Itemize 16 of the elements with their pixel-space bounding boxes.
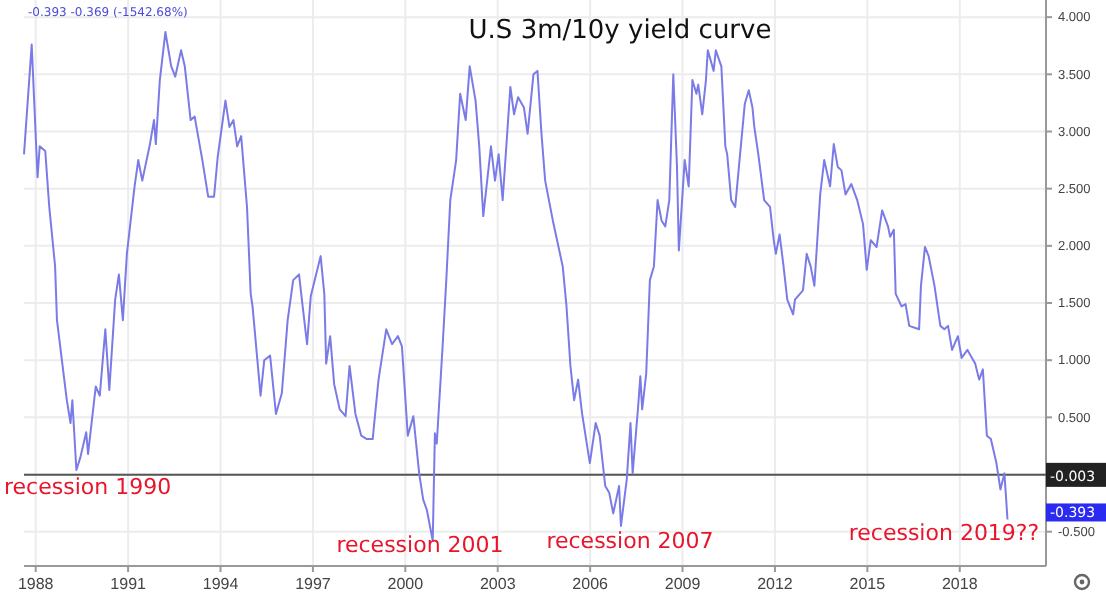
x-tick-label: 1994 (202, 575, 240, 594)
x-tick-label: 2018 (941, 575, 979, 594)
annotation: recession 1990 (4, 474, 172, 500)
annotation: recession 2019?? (848, 520, 1040, 546)
x-tick-label: 2015 (849, 575, 887, 594)
x-tick-label: 2003 (479, 575, 517, 594)
text: U.S 3m/10y yield curve (468, 16, 772, 46)
x-tick-label: 1991 (110, 575, 148, 594)
x-tick-label: 1988 (17, 575, 55, 594)
annotation: recession 2001 (336, 532, 504, 558)
x-tick-label: 2012 (757, 575, 794, 594)
annotation: recession 2007 (546, 528, 714, 554)
x-tick-label: 2006 (572, 575, 610, 594)
x-tick-label: 2000 (387, 575, 425, 594)
x-tick-label: 1997 (295, 575, 332, 594)
x-tick-label: 2009 (664, 575, 702, 594)
